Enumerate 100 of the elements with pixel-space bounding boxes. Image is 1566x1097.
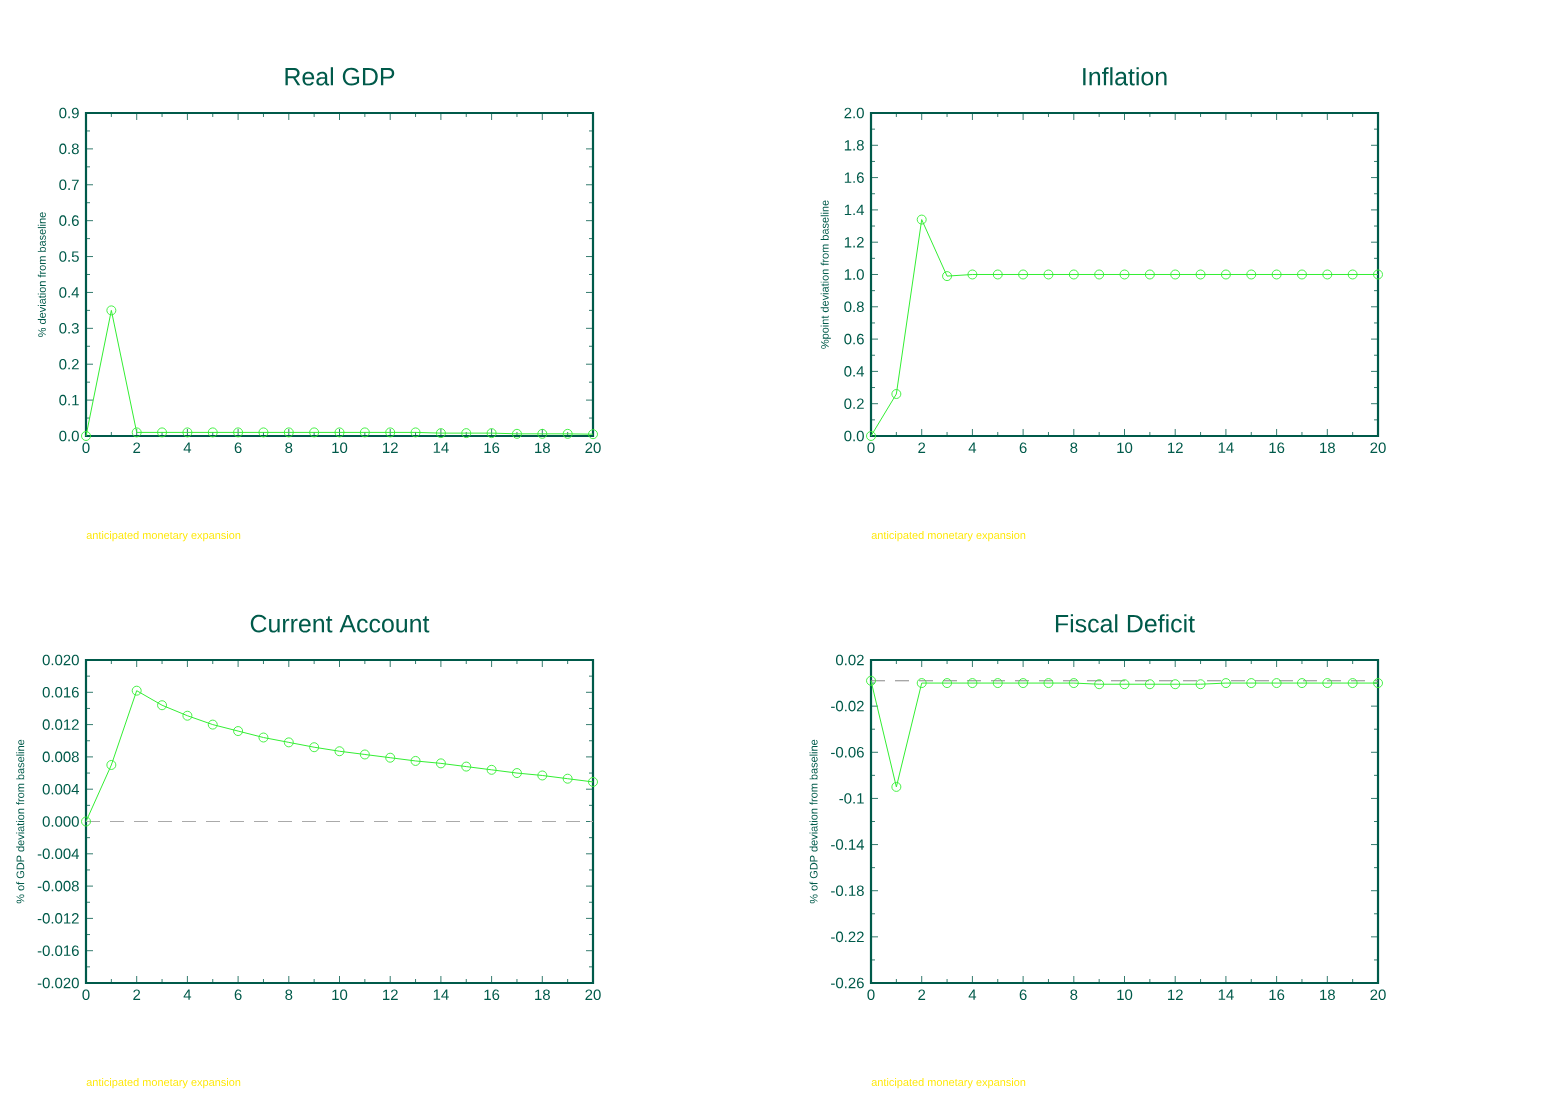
- y-tick-label: 0.004: [42, 783, 80, 795]
- point: [891, 781, 902, 792]
- point: [106, 305, 117, 316]
- y-tick-label: 1.4: [844, 204, 865, 216]
- x-tick-label: 14: [433, 989, 449, 1000]
- text: anticipated monetary expansion: [871, 1078, 1026, 1089]
- point: [435, 758, 446, 769]
- point: [81, 816, 91, 827]
- x-tick-label: 2: [133, 989, 141, 1000]
- y-tick-label: 0.000: [42, 816, 79, 827]
- point: [1170, 679, 1181, 690]
- x-tick-label: 20: [585, 442, 601, 454]
- y-tick-label: -0.26: [831, 977, 864, 989]
- y-tick-label: 0.4: [844, 366, 865, 377]
- x-tick-label: 14: [433, 442, 449, 453]
- point: [891, 389, 902, 399]
- point: [1018, 678, 1029, 689]
- x-tick-label: 4: [968, 442, 977, 453]
- y-tick-label: 0.008: [42, 751, 79, 763]
- y-tick-label: 0.6: [844, 333, 864, 345]
- point: [283, 427, 294, 438]
- point: [359, 749, 370, 760]
- point: [157, 427, 167, 438]
- point: [967, 678, 978, 689]
- y-tick-label: -0.18: [831, 885, 864, 896]
- x-tick-label: 16: [484, 442, 500, 454]
- point: [233, 726, 244, 737]
- point: [1094, 679, 1105, 690]
- point: [1144, 679, 1155, 690]
- point: [1094, 269, 1105, 280]
- point: [1271, 678, 1282, 689]
- point: [1347, 678, 1358, 689]
- point: [334, 427, 345, 438]
- point: [131, 685, 142, 696]
- y-tick-label: -0.012: [37, 913, 79, 924]
- y-tick-label: -0.1: [839, 793, 864, 804]
- y-axis-title: % of GDP deviation from baseline: [809, 739, 818, 904]
- y-tick-label: 0.9: [59, 107, 79, 119]
- x-tick-label: 0: [867, 989, 875, 1001]
- x-tick-label: 0: [867, 442, 875, 454]
- point: [942, 271, 953, 282]
- point: [207, 719, 218, 730]
- y-axis-title: %point deviation from baseline: [820, 200, 831, 349]
- y-tick-label: 1.8: [844, 140, 864, 151]
- point: [1246, 269, 1257, 280]
- point: [309, 427, 320, 438]
- point: [334, 746, 345, 757]
- x-tick-label: 8: [285, 989, 293, 1001]
- point: [1195, 679, 1206, 690]
- point: [916, 678, 927, 689]
- x-tick-label: 12: [383, 442, 398, 453]
- y-tick-label: 0.4: [59, 287, 80, 298]
- point: [916, 214, 927, 225]
- point: [1373, 678, 1383, 689]
- y-tick-label: 1.6: [844, 172, 864, 183]
- point: [486, 428, 497, 439]
- point: [1220, 269, 1231, 280]
- point: [1297, 269, 1307, 280]
- text: anticipated monetary expansion: [86, 1078, 241, 1089]
- y-tick-label: 1.2: [844, 236, 864, 248]
- point: [942, 678, 953, 689]
- y-tick-label: 0.2: [59, 358, 79, 370]
- point: [1170, 269, 1181, 280]
- point: [410, 755, 421, 766]
- point: [512, 428, 522, 439]
- point: [461, 428, 472, 439]
- x-tick-label: 16: [1269, 442, 1285, 454]
- point: [81, 431, 91, 441]
- chart-title: Inflation: [1083, 67, 1167, 86]
- x-tick-label: 4: [968, 989, 977, 1000]
- x-tick-label: 20: [1370, 442, 1386, 454]
- y-tick-label: 0.016: [42, 687, 79, 698]
- point: [866, 675, 876, 686]
- x-tick-label: 8: [1070, 442, 1078, 454]
- point: [461, 761, 472, 772]
- x-tick-label: 20: [1370, 989, 1386, 1001]
- point: [207, 427, 218, 438]
- point: [1373, 269, 1383, 280]
- point: [588, 429, 598, 440]
- point: [283, 737, 294, 748]
- y-axis-title: % deviation from baseline: [37, 212, 46, 337]
- point: [258, 427, 269, 438]
- y-axis-title: % of GDP deviation from baseline: [16, 739, 25, 904]
- x-tick-label: 12: [383, 989, 398, 1000]
- text: anticipated monetary expansion: [871, 531, 1026, 542]
- point: [157, 700, 167, 711]
- point: [1119, 679, 1130, 690]
- x-tick-label: 12: [1168, 989, 1183, 1000]
- point: [182, 710, 193, 721]
- y-tick-label: 0.0: [59, 430, 79, 442]
- x-tick-label: 6: [234, 989, 242, 1001]
- x-tick-label: 18: [1320, 989, 1335, 1001]
- x-tick-label: 14: [1218, 989, 1234, 1000]
- x-tick-label: 2: [918, 442, 926, 453]
- x-tick-label: 6: [1019, 989, 1027, 1001]
- x-tick-label: 10: [332, 989, 348, 1001]
- y-tick-label: 0.8: [844, 301, 864, 313]
- y-tick-label: 1.0: [844, 269, 864, 280]
- x-tick-label: 10: [1117, 442, 1133, 454]
- point: [182, 427, 193, 438]
